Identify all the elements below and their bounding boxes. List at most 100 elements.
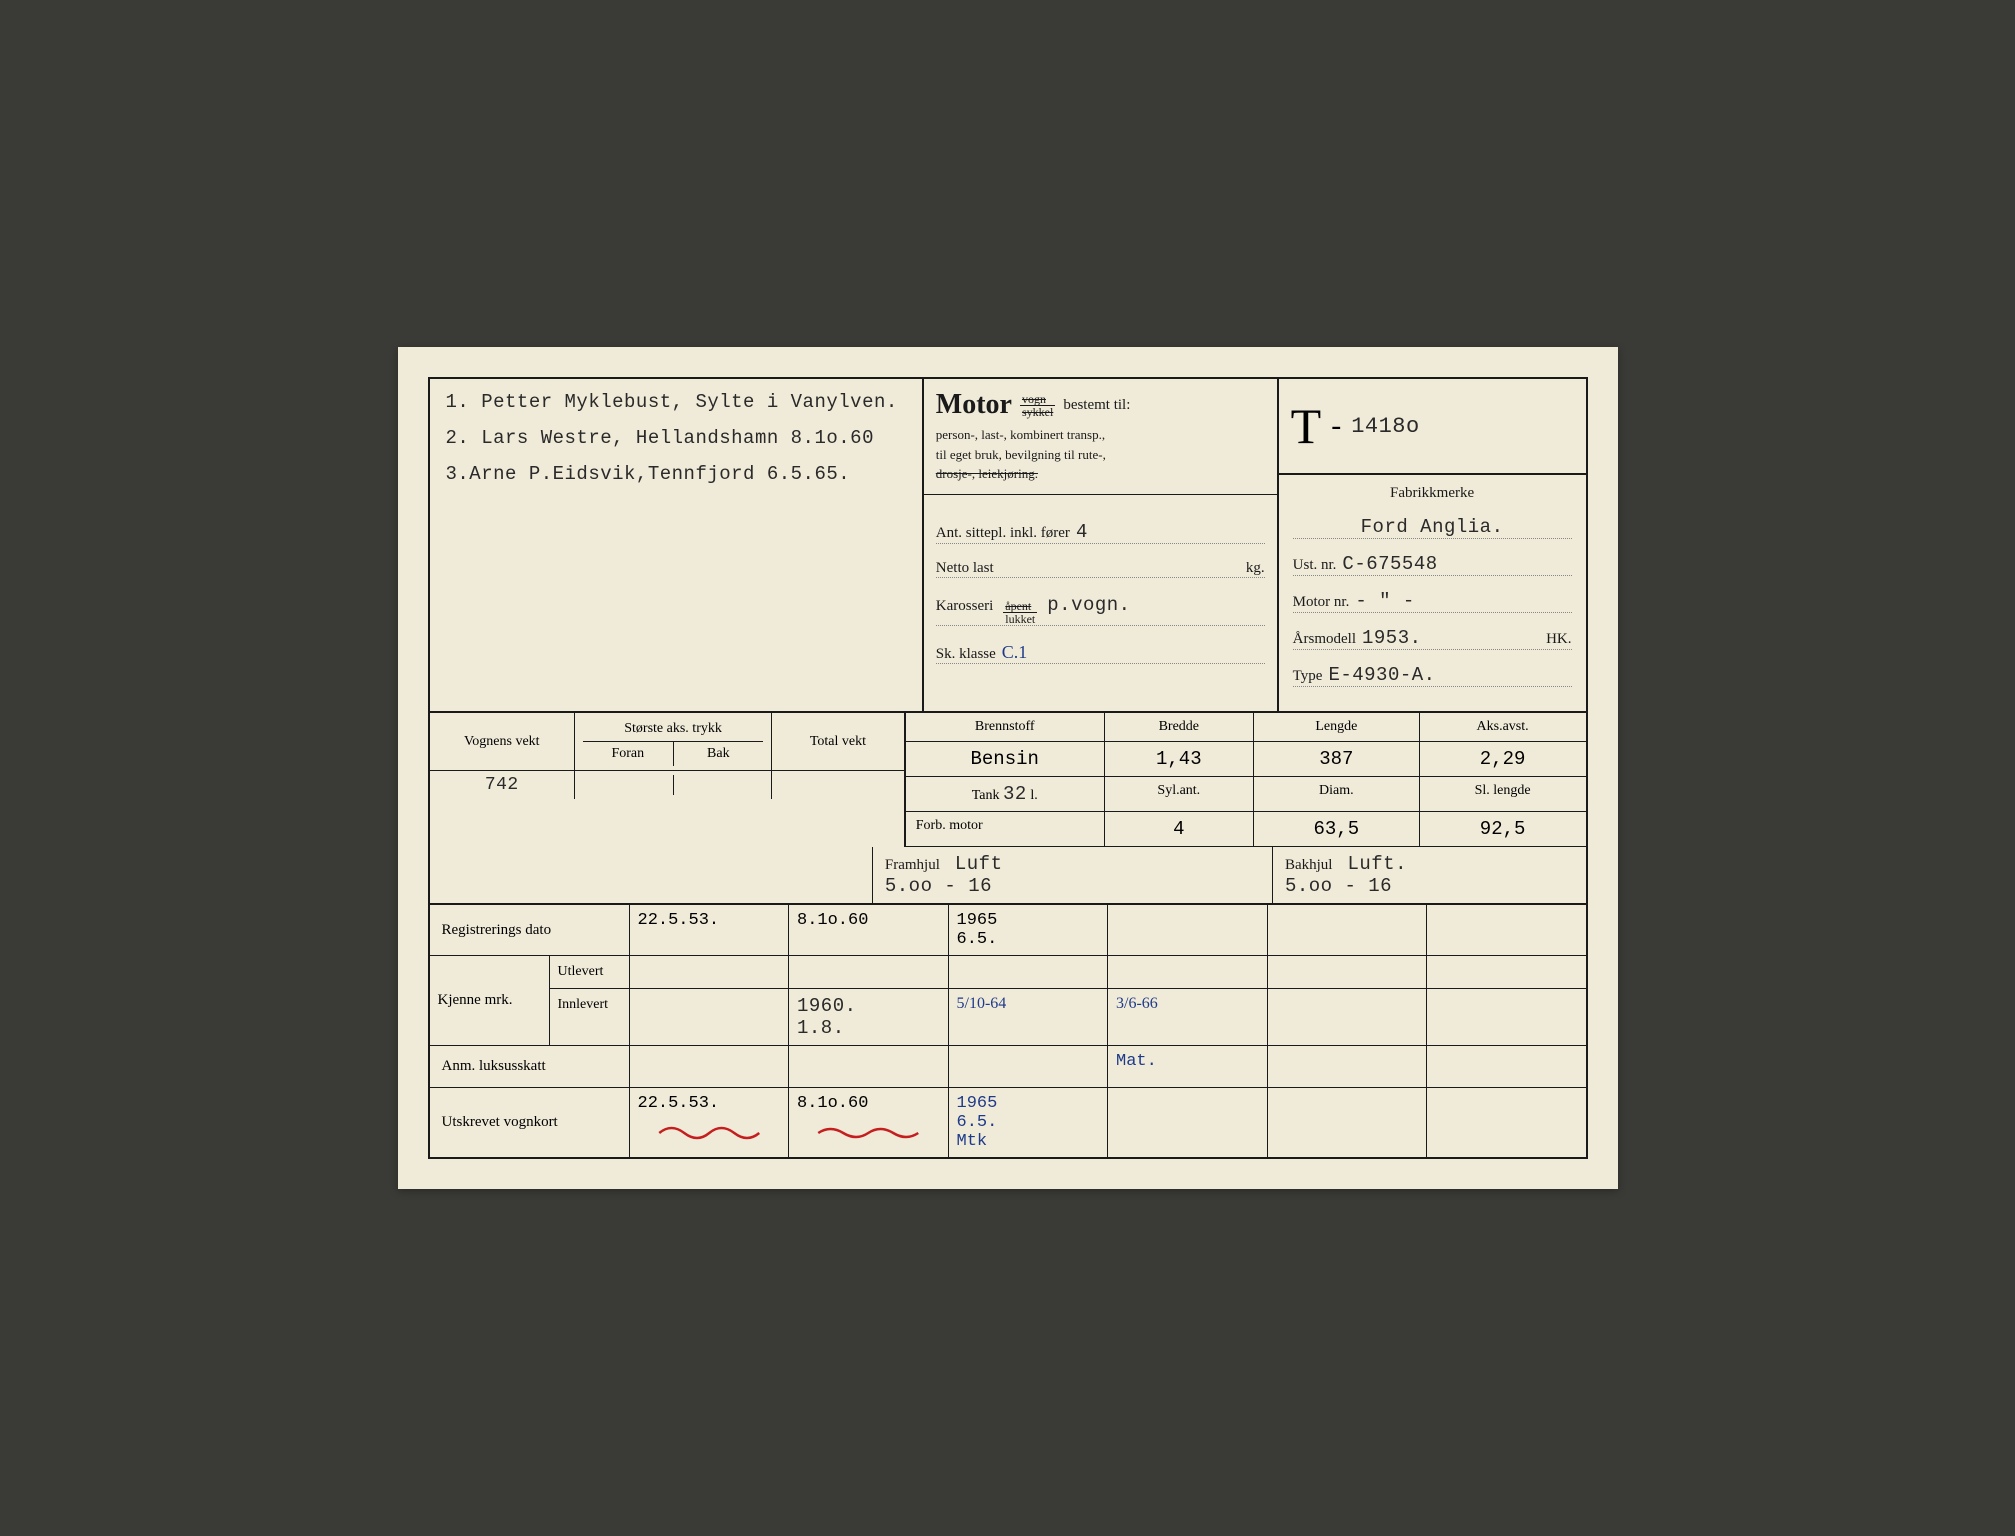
- anm-c4: Mat.: [1108, 1046, 1268, 1087]
- type-label: Type: [1293, 668, 1323, 685]
- innlevert-label: Innlevert: [550, 989, 630, 1045]
- motor-header: Motor vogn sykkel bestemt til: person-, …: [924, 379, 1277, 495]
- reg-c1: 22.5.53.: [630, 905, 790, 955]
- registration-card: 1. Petter Myklebust, Sylte i Vanylven. 2…: [398, 347, 1618, 1189]
- mid-section: Vognens vekt Største aks. trykk Foran Ba…: [430, 713, 1586, 847]
- sllengde-hdr: Sl. lengde: [1420, 777, 1586, 812]
- motor-box: Motor vogn sykkel bestemt til: person-, …: [924, 379, 1279, 711]
- reg-c2: 8.1o.60: [789, 905, 949, 955]
- innl-c2: 1960. 1.8.: [789, 989, 949, 1045]
- totalvekt-value: [772, 771, 904, 799]
- bestemt-til: bestemt til:: [1063, 397, 1130, 414]
- owners-box: 1. Petter Myklebust, Sylte i Vanylven. 2…: [430, 379, 924, 711]
- motor-word: Motor: [936, 389, 1012, 421]
- reg-c3: 1965 6.5.: [949, 905, 1109, 955]
- tank-hdr: Tank 32 l.: [906, 777, 1105, 812]
- owner-1: 1. Petter Myklebust, Sylte i Vanylven.: [446, 391, 906, 413]
- aksavst-hdr: Aks.avst.: [1420, 713, 1586, 742]
- bakhjul-cell: Bakhjul Luft. 5.oo - 16: [1273, 847, 1586, 903]
- karosseri-label: Karosseri: [936, 598, 993, 615]
- bak-label: Bak: [674, 742, 764, 766]
- anm-c6: [1427, 1046, 1586, 1087]
- utskr-row: Utskrevet vognkort 22.5.53. 8.1o.60 1965…: [430, 1088, 1586, 1157]
- akstrykk-label: Største aks. trykk: [583, 717, 763, 741]
- plate-number: 1418o: [1351, 414, 1420, 439]
- fabrikk-box: Fabrikkmerke Ford Anglia. Ust. nr. C-675…: [1279, 475, 1586, 711]
- netto-label: Netto last: [936, 560, 994, 577]
- kjenne-row: Kjenne mrk. Utlevert Innlevert: [430, 956, 1586, 1046]
- reg-label: Registrerings dato: [430, 905, 630, 955]
- anm-c3: [949, 1046, 1109, 1087]
- plate-dash: -: [1331, 409, 1341, 443]
- utskr-c3: 1965 6.5. Mtk: [949, 1088, 1109, 1157]
- ust-label: Ust. nr.: [1293, 557, 1337, 574]
- top-row: 1. Petter Myklebust, Sylte i Vanylven. 2…: [430, 379, 1586, 713]
- owner-2: 2. Lars Westre, Hellandshamn 8.1o.60: [446, 427, 906, 449]
- lengde-hdr: Lengde: [1254, 713, 1420, 742]
- hk-label: HK.: [1546, 631, 1571, 648]
- bredde-hdr: Bredde: [1105, 713, 1254, 742]
- plate-prefix: T: [1291, 397, 1322, 455]
- fabrikk-merke: Ford Anglia.: [1293, 516, 1572, 538]
- reg-c6: [1427, 905, 1586, 955]
- utl-c6: [1427, 956, 1586, 988]
- diam-hdr: Diam.: [1254, 777, 1420, 812]
- lengde-val: 387: [1254, 742, 1420, 777]
- innl-c5: [1268, 989, 1428, 1045]
- akstrykk-block: Største aks. trykk Foran Bak: [575, 713, 772, 770]
- vogn-sykkel-fraction: vogn sykkel: [1020, 393, 1055, 418]
- apent-lukket-fraction: åpent lukket: [1003, 600, 1037, 625]
- reg-c5: [1268, 905, 1428, 955]
- foran-label: Foran: [583, 742, 674, 766]
- karosseri-value: p.vogn.: [1047, 594, 1264, 616]
- card-border: 1. Petter Myklebust, Sylte i Vanylven. 2…: [428, 377, 1588, 1159]
- motor-details: person-, last-, kombinert transp., til e…: [936, 425, 1265, 484]
- anm-c2: [789, 1046, 949, 1087]
- red-squiggle-icon: [789, 1123, 948, 1143]
- utl-c5: [1268, 956, 1428, 988]
- motornr-value: - " -: [1355, 590, 1571, 612]
- red-squiggle-icon: [630, 1123, 789, 1143]
- skklasse-value: C.1: [1002, 642, 1265, 663]
- aarsmodell-value: 1953.: [1362, 627, 1540, 649]
- totalvekt-label: Total vekt: [772, 713, 904, 770]
- netto-unit: kg.: [1246, 560, 1265, 577]
- utl-c2: [789, 956, 949, 988]
- brennstoff-val: Bensin: [906, 742, 1105, 777]
- reg-row: Registrerings dato 22.5.53. 8.1o.60 1965…: [430, 905, 1586, 956]
- diam-val: 63,5: [1254, 812, 1420, 847]
- license-plate: T - 1418o: [1279, 379, 1586, 475]
- skklasse-label: Sk. klasse: [936, 646, 996, 663]
- bottom-table: Registrerings dato 22.5.53. 8.1o.60 1965…: [430, 905, 1586, 1157]
- aarsmodell-label: Årsmodell: [1293, 631, 1356, 648]
- anm-label: Anm. luksusskatt: [430, 1046, 630, 1087]
- utskr-c5: [1268, 1088, 1428, 1157]
- motor-fields: Ant. sittepl. inkl. fører 4 Netto last k…: [924, 495, 1277, 690]
- foran-value: [583, 775, 674, 795]
- motornr-label: Motor nr.: [1293, 594, 1350, 611]
- innl-c6: [1427, 989, 1586, 1045]
- reg-c4: [1108, 905, 1268, 955]
- utskr-c6: [1427, 1088, 1586, 1157]
- anm-c1: [630, 1046, 790, 1087]
- innl-c4: 3/6-66: [1108, 989, 1268, 1045]
- seats-value: 4: [1076, 521, 1265, 543]
- aksavst-val: 2,29: [1420, 742, 1586, 777]
- sylant-hdr: Syl.ant.: [1105, 777, 1254, 812]
- sylant-val: 4: [1105, 812, 1254, 847]
- weight-block: Vognens vekt Største aks. trykk Foran Ba…: [430, 713, 906, 847]
- vognvekt-value: 742: [430, 771, 576, 799]
- ust-value: C-675548: [1342, 553, 1571, 575]
- hjul-left-spacer: [430, 847, 873, 903]
- utlevert-label: Utlevert: [550, 956, 630, 988]
- utskr-c1: 22.5.53.: [630, 1088, 790, 1157]
- anm-c5: [1268, 1046, 1428, 1087]
- innl-c3: 5/10-64: [949, 989, 1109, 1045]
- vognvekt-label: Vognens vekt: [430, 713, 576, 770]
- owner-3: 3.Arne P.Eidsvik,Tennfjord 6.5.65.: [446, 463, 906, 485]
- brennstoff-hdr: Brennstoff: [906, 713, 1105, 742]
- right-column: T - 1418o Fabrikkmerke Ford Anglia. Ust.…: [1279, 379, 1586, 711]
- forbmotor-label: Forb. motor: [906, 812, 1105, 847]
- hjul-row: Framhjul Luft 5.oo - 16 Bakhjul Luft. 5.…: [430, 847, 1586, 905]
- kjenne-label: Kjenne mrk.: [430, 956, 550, 1045]
